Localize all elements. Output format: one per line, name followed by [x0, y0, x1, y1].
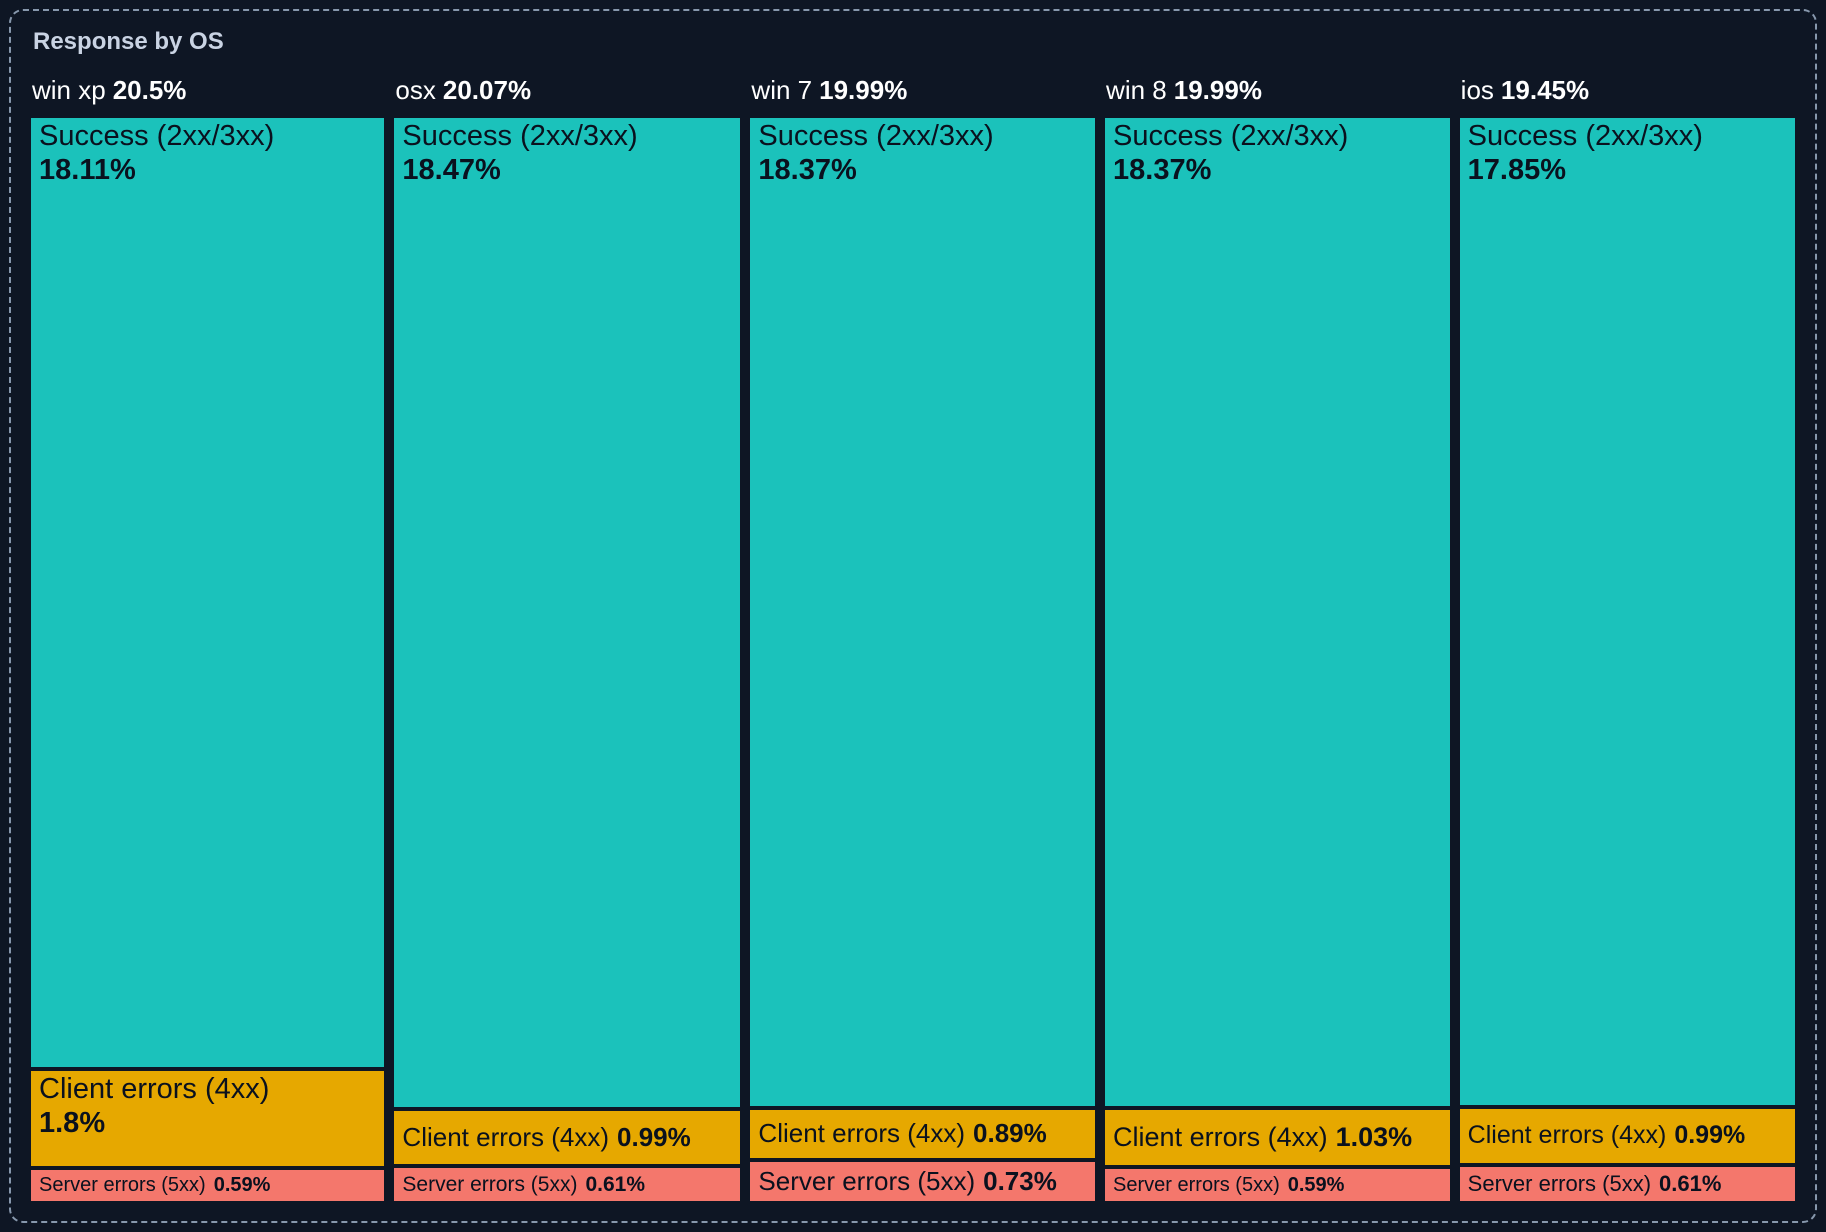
segment-value: 0.89% [973, 1118, 1047, 1149]
segment-winxp-client-errors[interactable]: Client errors (4xx) 1.8% [31, 1070, 385, 1167]
os-name: ios [1460, 75, 1494, 105]
os-name: win xp [32, 75, 106, 105]
segment-win8-server-errors[interactable]: Server errors (5xx) 0.59% [1105, 1169, 1450, 1202]
segment-win7-client-errors[interactable]: Client errors (4xx) 0.89% [750, 1109, 1096, 1158]
segment-label: Client errors (4xx) [402, 1122, 610, 1153]
os-share-value: 19.45% [1500, 75, 1590, 105]
segment-win7-success[interactable]: Success (2xx/3xx) 18.37% [750, 118, 1096, 1106]
os-share-value: 20.5% [112, 75, 187, 105]
treemap-column-win-8: win 8 19.99% Success (2xx/3xx) 18.37% Cli… [1105, 69, 1450, 1202]
segment-value: 18.37% [758, 154, 857, 187]
segment-ios-client-errors[interactable]: Client errors (4xx) 0.99% [1459, 1108, 1795, 1164]
treemap-column-osx: osx 20.07% Success (2xx/3xx) 18.47% Clien… [394, 69, 741, 1201]
segment-stack: Success (2xx/3xx) 18.11% Client errors (… [31, 118, 385, 1201]
segment-value: 0.61% [1659, 1171, 1722, 1197]
os-share-value: 19.99% [819, 75, 908, 105]
segment-label: Client errors (4xx) [758, 1118, 966, 1149]
segment-label: Success (2xx/3xx) [402, 120, 638, 152]
segment-label: Server errors (5xx) [758, 1165, 976, 1196]
segment-win8-success[interactable]: Success (2xx/3xx) 18.37% [1105, 118, 1450, 1106]
response-by-os-panel: Response by OS win xp 20.5% Success (2xx/… [9, 9, 1817, 1223]
treemap-column-win-xp: win xp 20.5% Success (2xx/3xx) 18.11% Cli… [31, 69, 385, 1201]
segment-label: Success (2xx/3xx) [39, 120, 275, 152]
segment-stack: Success (2xx/3xx) 18.47% Client errors (… [394, 118, 741, 1201]
os-share-value: 20.07% [442, 75, 532, 105]
segment-label: Client errors (4xx) [1467, 1121, 1667, 1150]
segment-winxp-success[interactable]: Success (2xx/3xx) 18.11% [31, 118, 385, 1067]
segment-label: Server errors (5xx) [1113, 1173, 1280, 1196]
segment-stack: Success (2xx/3xx) 17.85% Client errors (… [1459, 118, 1795, 1202]
segment-label: Success (2xx/3xx) [1113, 120, 1349, 152]
segment-value: 18.47% [402, 154, 501, 187]
treemap-column-ios: ios 19.45% Success (2xx/3xx) 17.85% Clien… [1459, 69, 1795, 1202]
segment-stack: Success (2xx/3xx) 18.37% Client errors (… [1105, 118, 1450, 1202]
segment-value: 0.61% [585, 1172, 645, 1196]
segment-value: 18.11% [39, 154, 136, 187]
treemap: win xp 20.5% Success (2xx/3xx) 18.11% Cli… [31, 69, 1795, 1202]
os-group-label-win-7[interactable]: win 7 19.99% [750, 69, 1095, 118]
segment-value: 0.59% [1287, 1173, 1345, 1196]
segment-label: Server errors (5xx) [402, 1172, 578, 1196]
segment-osx-server-errors[interactable]: Server errors (5xx) 0.61% [394, 1168, 741, 1201]
os-group-label-win-xp[interactable]: win xp 20.5% [31, 69, 384, 118]
segment-winxp-server-errors[interactable]: Server errors (5xx) 0.59% [31, 1170, 385, 1201]
segment-win8-client-errors[interactable]: Client errors (4xx) 1.03% [1105, 1109, 1450, 1166]
panel-title: Response by OS [33, 28, 224, 55]
segment-value: 0.73% [983, 1165, 1057, 1196]
segment-win7-server-errors[interactable]: Server errors (5xx) 0.73% [750, 1161, 1096, 1201]
os-group-label-ios[interactable]: ios 19.45% [1460, 69, 1795, 118]
segment-label: Server errors (5xx) [1467, 1171, 1652, 1197]
segment-stack: Success (2xx/3xx) 18.37% Client errors (… [750, 118, 1096, 1201]
segment-value: 17.85% [1467, 154, 1567, 187]
segment-label: Client errors (4xx) [39, 1072, 270, 1105]
os-name: win 7 [751, 75, 813, 105]
segment-label: Server errors (5xx) [39, 1174, 206, 1197]
treemap-column-win-7: win 7 19.99% Success (2xx/3xx) 18.37% Cli… [750, 69, 1096, 1201]
os-group-label-osx[interactable]: osx 20.07% [394, 69, 740, 118]
segment-label: Client errors (4xx) [1113, 1122, 1328, 1153]
segment-ios-server-errors[interactable]: Server errors (5xx) 0.61% [1459, 1167, 1795, 1202]
segment-osx-client-errors[interactable]: Client errors (4xx) 0.99% [394, 1111, 741, 1165]
os-name: win 8 [1106, 75, 1167, 105]
os-share-value: 19.99% [1173, 75, 1262, 105]
os-group-label-win-8[interactable]: win 8 19.99% [1105, 69, 1450, 118]
segment-ios-success[interactable]: Success (2xx/3xx) 17.85% [1459, 118, 1795, 1105]
os-name: osx [395, 75, 436, 105]
segment-value: 18.37% [1113, 154, 1212, 187]
segment-value: 1.03% [1335, 1122, 1413, 1153]
segment-value: 0.99% [1674, 1121, 1746, 1150]
segment-label: Success (2xx/3xx) [1467, 120, 1703, 152]
segment-value: 0.99% [617, 1122, 691, 1153]
segment-label: Success (2xx/3xx) [758, 120, 994, 152]
segment-osx-success[interactable]: Success (2xx/3xx) 18.47% [394, 118, 741, 1108]
segment-value: 0.59% [213, 1174, 271, 1197]
segment-value: 1.8% [39, 1107, 106, 1140]
